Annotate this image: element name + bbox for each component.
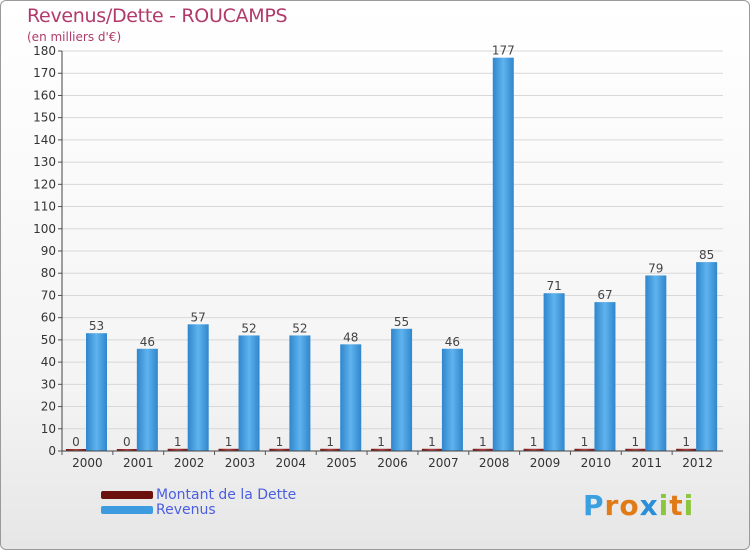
chart-title: Revenus/Dette - ROUCAMPS	[27, 5, 288, 27]
debt-bar	[421, 448, 442, 451]
debt-bar	[625, 448, 646, 451]
x-tick-label: 2005	[326, 456, 357, 470]
revenus-bar	[238, 335, 260, 451]
debt-value-label: 1	[581, 435, 589, 449]
x-tick-label: 2000	[72, 456, 103, 470]
revenus-bar	[187, 324, 209, 451]
revenus-value-label: 85	[699, 248, 714, 262]
debt-bar	[66, 449, 86, 451]
proxiti-logo: Proxiti	[583, 489, 695, 522]
x-tick-label: 2012	[682, 456, 713, 470]
y-tick-label: 140	[33, 133, 56, 147]
revenus-bar	[340, 344, 362, 451]
y-tick-label: 120	[33, 177, 56, 191]
revenus-value-label: 52	[241, 321, 256, 335]
x-tick-label: 2006	[377, 456, 408, 470]
y-tick-label: 50	[41, 333, 56, 347]
revenus-bar	[441, 348, 463, 451]
revenus-value-label: 46	[140, 335, 155, 349]
revenus-value-label: 177	[492, 44, 515, 58]
legend-label-debt: Montant de la Dette	[156, 487, 297, 503]
revenus-bar	[696, 262, 718, 451]
revenus-bar	[136, 348, 158, 451]
debt-value-label: 1	[326, 435, 334, 449]
revenus-value-label: 57	[191, 310, 206, 324]
revenus-value-label: 79	[648, 261, 663, 275]
x-tick-label: 2011	[631, 456, 662, 470]
y-tick-label: 90	[41, 244, 56, 258]
revenus-bar	[492, 57, 514, 452]
debt-value-label: 0	[72, 435, 80, 449]
debt-value-label: 1	[479, 435, 487, 449]
y-tick-label: 60	[41, 311, 56, 325]
revenus-value-label: 67	[597, 288, 612, 302]
y-tick-label: 70	[41, 288, 56, 302]
revenus-value-label: 53	[89, 319, 104, 333]
revenus-bar	[391, 328, 413, 451]
y-tick-label: 150	[33, 111, 56, 125]
x-tick-label: 2010	[581, 456, 612, 470]
revenus-value-label: 52	[292, 321, 307, 335]
y-tick-label: 160	[33, 88, 56, 102]
y-tick-label: 0	[48, 444, 56, 458]
y-tick-label: 180	[33, 44, 56, 58]
debt-bar	[218, 448, 239, 451]
debt-bar	[167, 448, 188, 451]
debt-value-label: 1	[682, 435, 690, 449]
legend-swatch-revenus	[101, 506, 153, 514]
debt-value-label: 0	[123, 435, 131, 449]
x-tick-label: 2009	[530, 456, 561, 470]
debt-value-label: 1	[631, 435, 639, 449]
debt-value-label: 1	[276, 435, 284, 449]
debt-value-label: 1	[530, 435, 538, 449]
revenus-value-label: 48	[343, 330, 358, 344]
y-tick-label: 80	[41, 266, 56, 280]
debt-bar	[574, 448, 595, 451]
revenus-value-label: 55	[394, 315, 409, 329]
revenus-bar	[594, 302, 616, 451]
debt-bar	[472, 448, 493, 451]
x-tick-label: 2008	[479, 456, 510, 470]
x-tick-label: 2002	[174, 456, 205, 470]
legend-label-revenus: Revenus	[156, 502, 216, 518]
debt-value-label: 1	[428, 435, 436, 449]
y-tick-label: 100	[33, 222, 56, 236]
y-tick-label: 30	[41, 377, 56, 391]
debt-bar	[320, 448, 341, 451]
legend-swatch-debt	[101, 491, 153, 499]
x-tick-label: 2007	[428, 456, 459, 470]
revenus-bar	[543, 293, 565, 451]
revenus-bar	[289, 335, 311, 451]
revenus-bar	[86, 333, 107, 451]
debt-bar	[371, 448, 392, 451]
debt-bar	[676, 448, 697, 451]
debt-bar	[523, 448, 544, 451]
debt-value-label: 1	[174, 435, 182, 449]
debt-value-label: 1	[377, 435, 385, 449]
y-tick-label: 130	[33, 155, 56, 169]
debt-bar	[269, 448, 290, 451]
y-tick-label: 110	[33, 200, 56, 214]
y-tick-label: 40	[41, 355, 56, 369]
y-tick-label: 10	[41, 422, 56, 436]
chart-subtitle: (en milliers d'€)	[27, 30, 122, 44]
debt-bar	[116, 449, 137, 451]
y-tick-label: 170	[33, 66, 56, 80]
x-tick-label: 2004	[276, 456, 307, 470]
revenus-value-label: 46	[445, 335, 460, 349]
revenus-bar	[645, 275, 667, 451]
x-tick-label: 2001	[123, 456, 154, 470]
x-tick-label: 2003	[225, 456, 256, 470]
revenus-value-label: 71	[546, 279, 561, 293]
y-tick-label: 20	[41, 400, 56, 414]
debt-value-label: 1	[225, 435, 233, 449]
